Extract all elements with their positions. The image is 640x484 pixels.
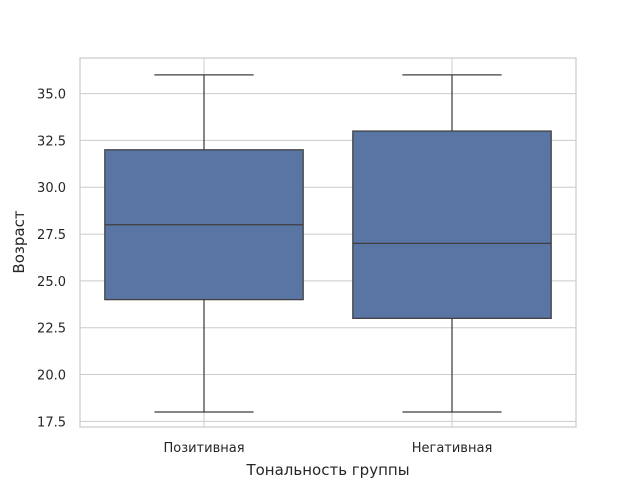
box-plot-series — [104, 74, 552, 413]
x-tick-label: Негативная — [412, 441, 493, 456]
y-tick-label: 20.0 — [37, 369, 66, 384]
y-tick-label: 30.0 — [37, 181, 66, 196]
y-tick-label: 35.0 — [37, 88, 66, 103]
x-tick-label: Позитивная — [163, 441, 244, 456]
y-tick-label: 22.5 — [37, 322, 66, 337]
box-group — [352, 74, 552, 413]
y-tick-label: 32.5 — [37, 134, 66, 149]
y-tick-label: 25.0 — [37, 275, 66, 290]
y-tick-label: 27.5 — [37, 228, 66, 243]
y-tick-label: 17.5 — [37, 415, 66, 430]
plot-area-frame — [79, 57, 577, 428]
y-axis-title: Возраст — [10, 210, 28, 273]
y-axis-ticks: 17.5 20.0 22.5 25.0 27.5 30.0 32.5 35.0 — [37, 88, 66, 431]
box-group — [104, 74, 304, 413]
x-axis-title: Тональность группы — [245, 461, 409, 479]
box-iqr — [352, 130, 552, 319]
x-axis-ticks: Позитивная Негативная — [163, 441, 492, 456]
